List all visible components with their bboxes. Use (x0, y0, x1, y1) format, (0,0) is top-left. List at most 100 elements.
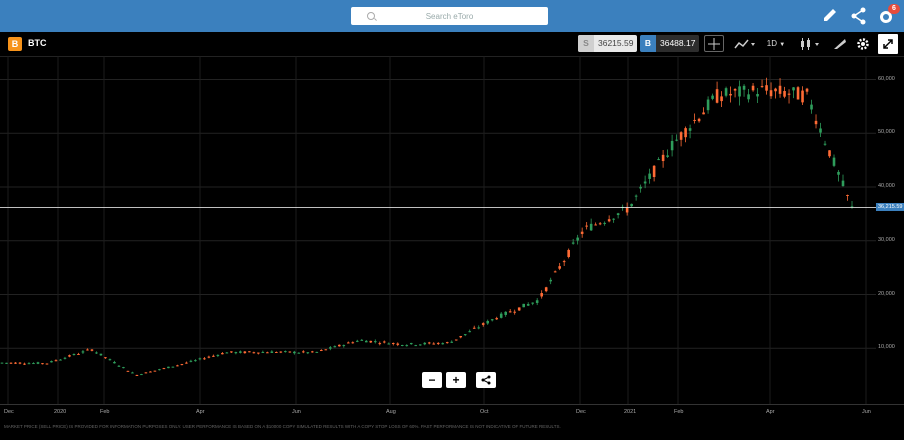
candle-body (540, 293, 543, 297)
candle-body (625, 207, 629, 213)
candle-body (481, 323, 485, 325)
share-icon[interactable] (849, 6, 869, 26)
current-price-label: 36,215.59 (876, 203, 904, 212)
candle-body (792, 87, 795, 91)
date-tick-label: Feb (674, 409, 684, 415)
timeframe-dropdown[interactable]: 1D ▼ (764, 35, 788, 52)
candle-body (261, 351, 265, 353)
candle-body (266, 352, 269, 354)
candle-body (50, 361, 53, 363)
search-input[interactable] (351, 6, 548, 26)
candle-body (774, 88, 777, 92)
candle-body (828, 150, 831, 157)
date-tick-label: Dec (4, 409, 14, 415)
crosshair-button[interactable] (704, 35, 724, 52)
price-chart[interactable] (0, 56, 876, 404)
candle-body (342, 345, 346, 347)
chart-type-dropdown[interactable] (798, 35, 822, 52)
candle-body (108, 359, 112, 361)
timeframe-label: 1D (766, 39, 778, 48)
zoom-out-button[interactable]: − (422, 372, 442, 388)
candle-body (293, 351, 296, 354)
candle-body (526, 304, 530, 306)
candle-body (477, 327, 481, 329)
search-box[interactable] (351, 6, 548, 26)
candle-body (697, 118, 701, 122)
candle-body (643, 181, 647, 184)
candle-body (391, 343, 395, 345)
price-tick-label: 10,000 (878, 344, 895, 351)
share-icon (481, 375, 491, 385)
candle-body (32, 363, 35, 365)
candle-body (747, 94, 750, 100)
candle-body (275, 351, 278, 353)
candle-body (783, 91, 786, 97)
buy-price-button[interactable]: B 36488.17 (640, 35, 700, 52)
candle-body (756, 94, 759, 97)
indicators-dropdown[interactable] (732, 35, 758, 52)
candle-body (144, 372, 148, 374)
candle-body (436, 342, 440, 344)
candle-body (495, 318, 499, 320)
candle-body (486, 320, 490, 324)
candle-body (306, 352, 310, 354)
candle-body (86, 349, 89, 351)
candle-body (243, 351, 247, 354)
sell-price-button[interactable]: S 36215.59 (578, 35, 638, 52)
candle-body (472, 327, 476, 329)
candle-body (41, 363, 44, 365)
candle-body (239, 351, 242, 353)
candle-body (346, 342, 350, 344)
candle-body (846, 194, 849, 196)
price-tick-label: 60,000 (878, 75, 895, 82)
candle-body (459, 335, 463, 338)
candle-body (670, 140, 674, 151)
candle-body (212, 355, 215, 357)
candle-body (675, 139, 678, 141)
candle-body (288, 351, 292, 353)
drawing-tools-button[interactable] (830, 35, 850, 52)
candle-body (329, 347, 332, 349)
candle-body (203, 358, 206, 360)
candle-body (122, 367, 125, 369)
candle-body (333, 346, 337, 348)
candle-body (778, 85, 782, 94)
candle-body (77, 353, 80, 355)
notifications-icon[interactable] (876, 6, 896, 26)
date-tick-label: Oct (480, 409, 489, 415)
price-tick-label: 30,000 (878, 236, 895, 243)
candle-body (117, 365, 121, 367)
candle-body (167, 366, 170, 369)
candle-body (823, 143, 827, 145)
candle-body (216, 354, 220, 356)
candle-body (171, 366, 175, 368)
settings-button[interactable] (854, 35, 872, 52)
candle-body (445, 342, 449, 344)
candle-body (279, 351, 283, 353)
candle-body (315, 351, 319, 353)
candle-body (387, 343, 391, 345)
candle-body (454, 339, 458, 341)
candle-body (104, 357, 107, 359)
edit-icon[interactable] (820, 6, 840, 26)
indicators-icon (734, 39, 755, 49)
date-tick-label: Aug (386, 409, 396, 415)
candle-body (418, 344, 422, 346)
candle-body (338, 344, 341, 347)
fullscreen-button[interactable] (878, 34, 898, 54)
candle-body (135, 374, 139, 376)
candle-body (153, 370, 157, 372)
price-tick-label: 40,000 (878, 183, 895, 189)
candle-body (769, 90, 773, 97)
candle-body (490, 319, 494, 321)
bitcoin-logo-icon: B (8, 37, 22, 51)
candle-body (9, 362, 13, 364)
candle-body (382, 341, 386, 343)
share-chart-button[interactable] (476, 372, 496, 388)
zoom-controls: − + (422, 372, 496, 388)
candle-body (68, 355, 71, 357)
candle-body (311, 351, 314, 353)
zoom-in-button[interactable]: + (446, 372, 466, 388)
candle-body (414, 345, 418, 347)
candle-body (468, 331, 472, 333)
